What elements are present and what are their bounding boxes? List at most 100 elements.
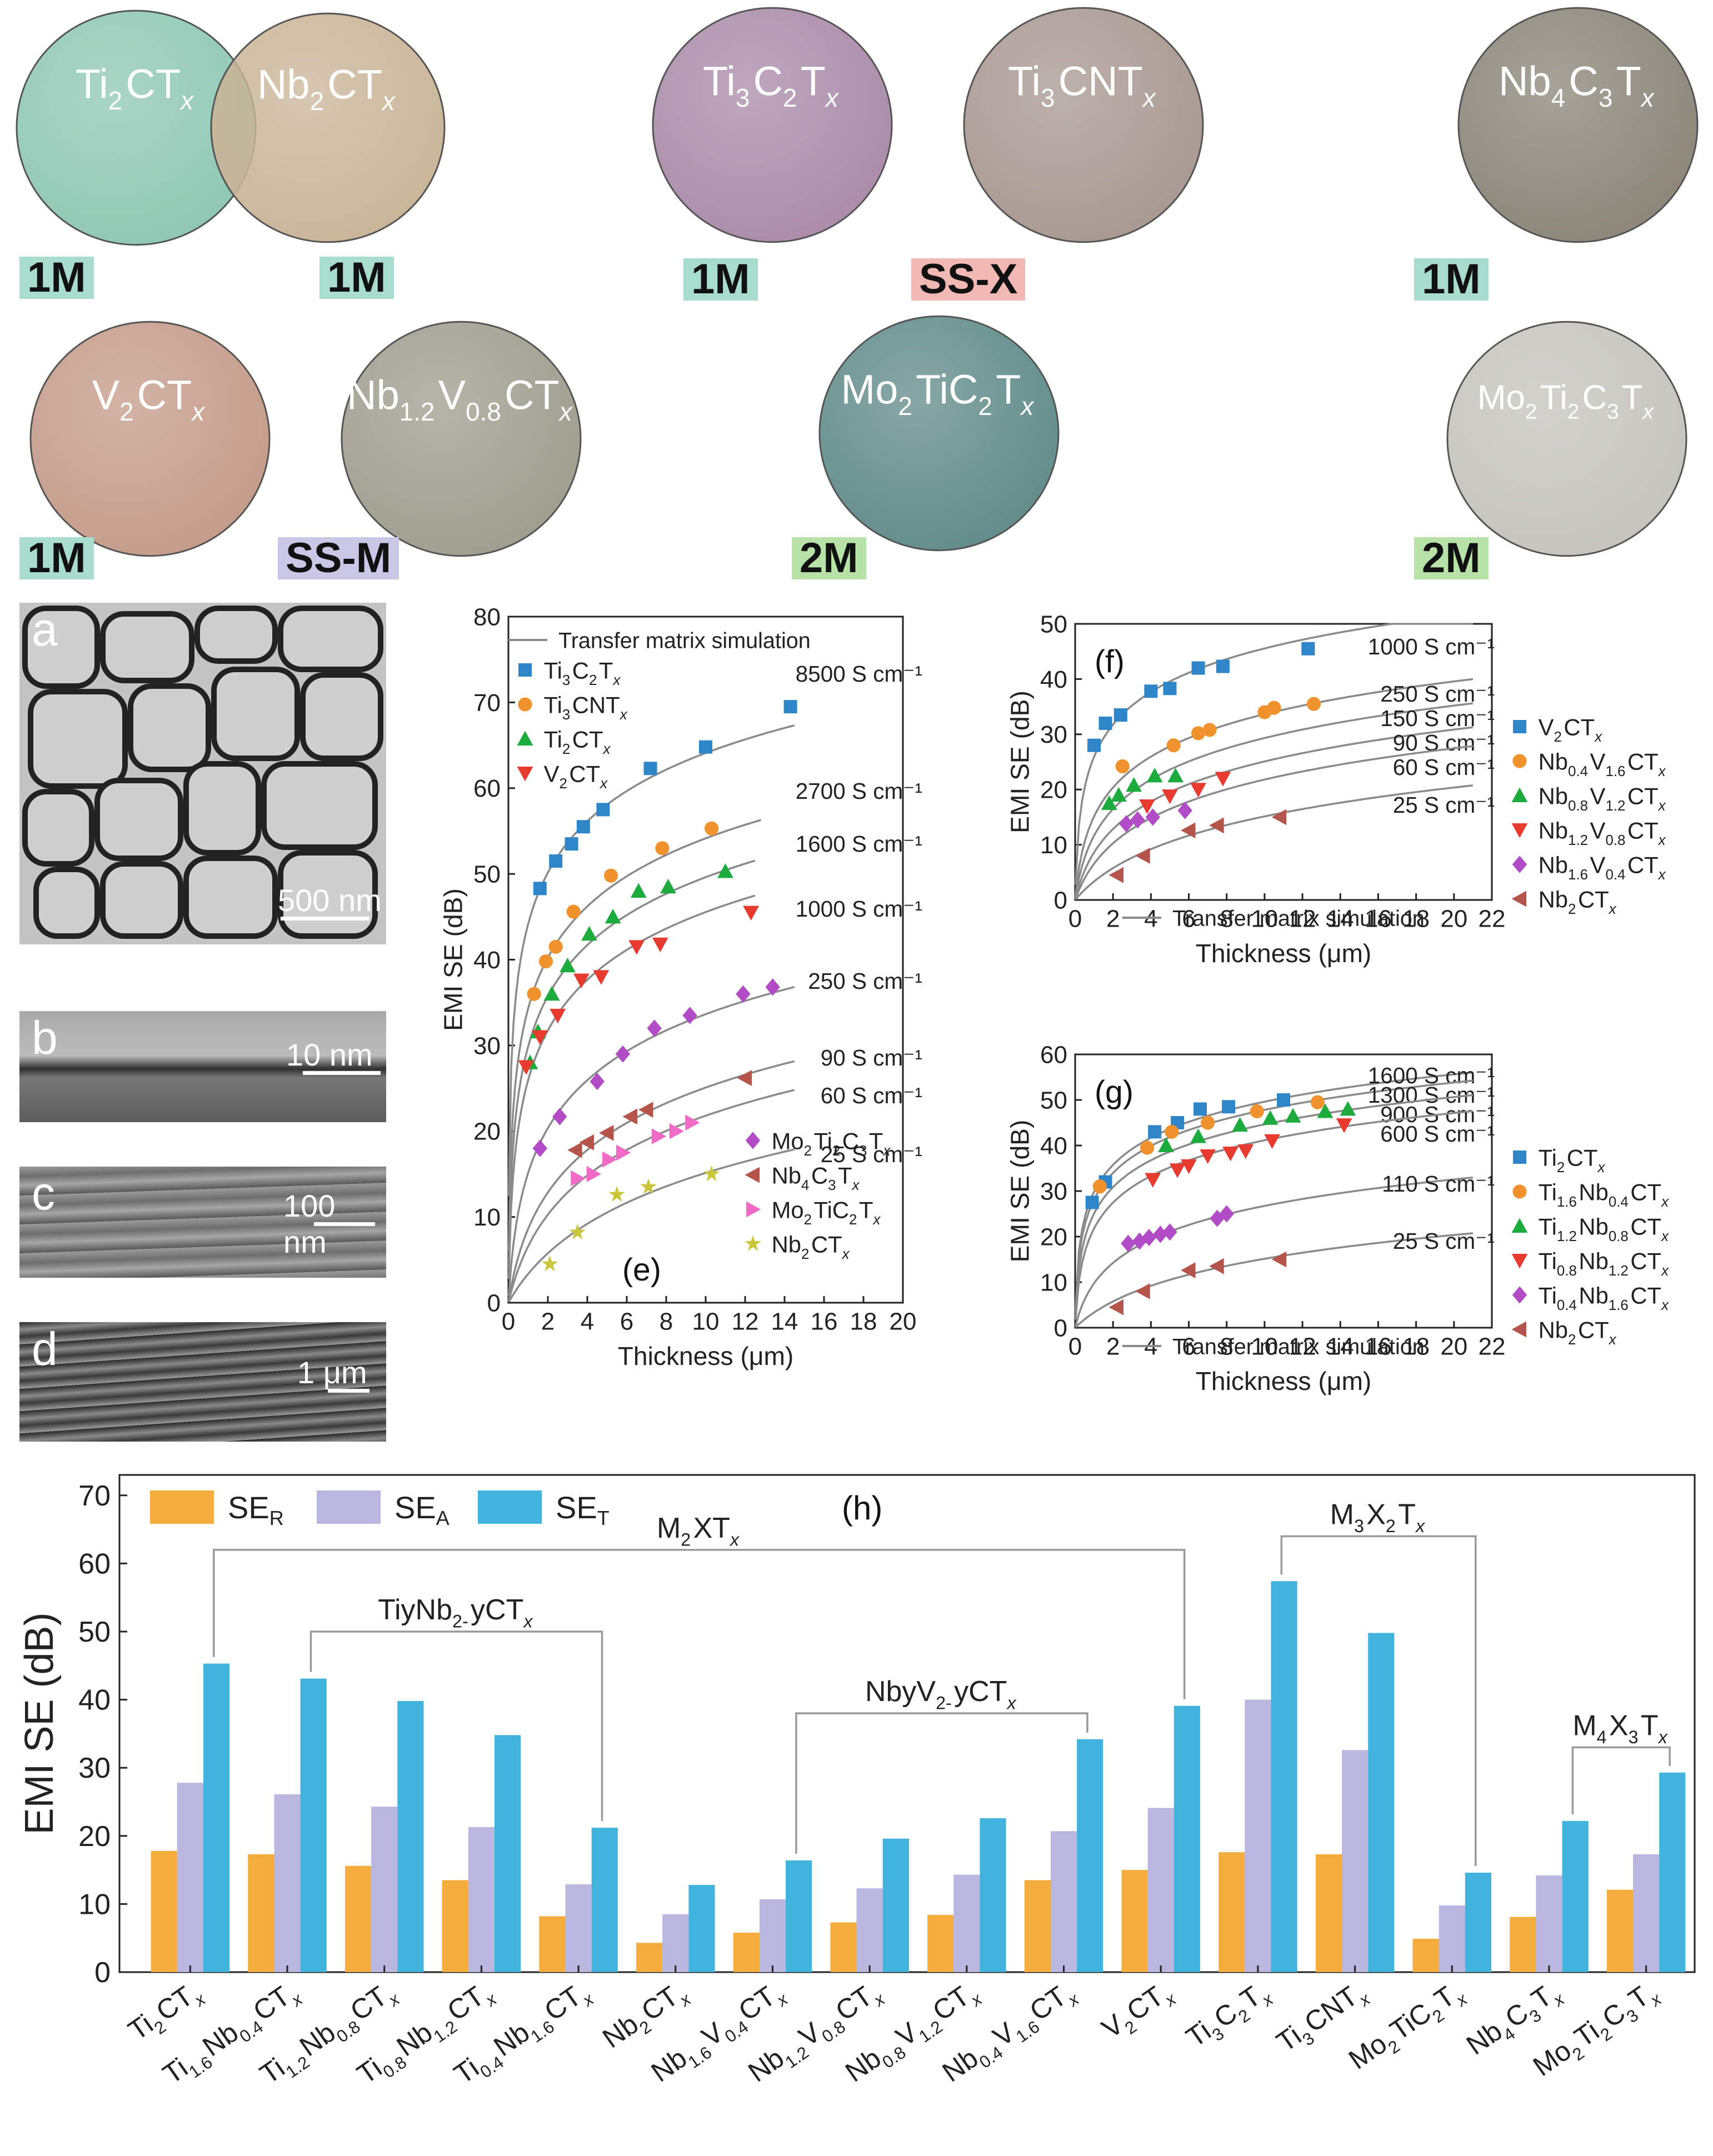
data-point <box>1513 720 1526 733</box>
data-point <box>746 1201 761 1218</box>
film-badge: 1M <box>19 257 94 299</box>
data-point <box>1115 759 1130 774</box>
data-point <box>628 940 645 955</box>
bar <box>882 1838 909 1972</box>
data-point <box>1222 1146 1238 1162</box>
data-point <box>1139 799 1155 814</box>
data-point <box>615 1045 631 1063</box>
x-tick-label: 18 <box>1402 905 1430 932</box>
legend-label: Ti0.4 Nb1.6 CTx <box>1539 1282 1671 1313</box>
x-tick-label: 12 <box>732 1308 759 1335</box>
data-point <box>616 1144 631 1161</box>
bar <box>733 1932 760 1972</box>
bar <box>494 1735 521 1972</box>
category-label: Nb2 CTx <box>597 1974 696 2059</box>
legend-label: Nb2 CTx <box>1539 1317 1619 1348</box>
legend-label: Mo2 Ti2 C3 Tx <box>772 1128 892 1159</box>
bar <box>203 1663 230 1972</box>
curve-label: 250 S cm⁻¹ <box>1380 681 1495 707</box>
data-point <box>1101 795 1117 811</box>
y-axis-label: EMI SE (dB) <box>17 1612 62 1834</box>
bar <box>856 1888 883 1972</box>
curve-label: 25 S cm⁻¹ <box>1393 1228 1495 1254</box>
mesh-cell <box>194 606 278 664</box>
panel-letter: (f) <box>1095 644 1125 679</box>
y-tick-label: 0 <box>94 1957 111 1989</box>
film-badge: 1M <box>1414 258 1489 301</box>
y-tick-label: 40 <box>473 947 501 974</box>
film-badge: SS-M <box>278 537 399 579</box>
film-photo-2: Ti3 C2 Tx <box>652 7 893 243</box>
data-point <box>586 1166 602 1182</box>
data-point <box>1200 1149 1216 1164</box>
data-point <box>1277 1093 1290 1107</box>
x-tick-label: 18 <box>1402 1333 1430 1360</box>
mesh-cell <box>278 850 378 939</box>
bar <box>1368 1633 1395 1972</box>
bar <box>1633 1854 1660 1972</box>
panel-letter: (e) <box>622 1252 661 1288</box>
film-disk <box>29 321 271 557</box>
data-point <box>1202 723 1217 737</box>
curve-label: 110 S cm⁻¹ <box>1382 1171 1495 1197</box>
bar <box>177 1783 203 1972</box>
scale-bar-label: 100 nm <box>283 1188 336 1259</box>
film-label: Mo2 Ti2 C3 Tx <box>1477 378 1656 423</box>
x-tick-label: 8 <box>1220 1333 1233 1360</box>
data-point <box>1511 891 1526 907</box>
simulation-curve <box>507 819 761 1250</box>
bar <box>759 1899 786 1972</box>
film-badge: 1M <box>683 258 758 301</box>
group-bracket <box>795 1712 1088 1854</box>
data-point <box>737 1070 752 1086</box>
data-point <box>517 731 533 746</box>
micrograph-d: d 1 μm <box>19 1322 386 1442</box>
bar <box>1465 1873 1492 1972</box>
data-point <box>1250 1104 1264 1119</box>
x-tick-label: 20 <box>1440 1333 1467 1360</box>
data-point <box>1512 1184 1527 1199</box>
bar <box>1271 1581 1297 1972</box>
y-tick-label: 40 <box>1040 666 1067 693</box>
data-point <box>1271 809 1287 826</box>
film-disk <box>652 7 893 243</box>
data-point <box>579 1134 594 1150</box>
data-point <box>717 863 733 878</box>
data-point <box>1190 783 1206 798</box>
x-tick-label: 10 <box>1251 905 1278 932</box>
chart-e-emi-vs-thickness: 0 2 4 6 8 10 12 14 16 18 2001020304050607080Thickn… <box>438 603 922 1370</box>
film-photo-7: Mo2 TiC2 Tx <box>818 315 1060 552</box>
x-tick-label: 12 <box>1289 905 1316 932</box>
film-disk <box>963 7 1204 243</box>
bar <box>1218 1852 1245 1972</box>
x-tick-label: 0 <box>502 1308 515 1335</box>
data-point <box>1191 726 1206 741</box>
scale-bar <box>281 917 369 921</box>
data-point <box>527 987 541 1001</box>
scale-bar <box>303 1071 381 1075</box>
data-point <box>608 1185 626 1202</box>
data-point <box>1237 1144 1254 1159</box>
mesh-cell <box>183 761 261 856</box>
mesh-cell <box>278 606 383 672</box>
x-tick-label: 8 <box>1220 905 1233 932</box>
data-point <box>703 1165 720 1182</box>
x-axis-label: Thickness (μm) <box>1196 939 1372 968</box>
bar <box>1077 1739 1103 1972</box>
data-point <box>640 1178 657 1194</box>
data-point <box>538 954 553 969</box>
data-point <box>1190 1128 1206 1143</box>
data-point <box>548 939 563 954</box>
data-point <box>604 868 618 883</box>
film-disk <box>1457 7 1699 243</box>
data-point <box>1511 1218 1528 1233</box>
data-point <box>532 1030 548 1045</box>
data-point <box>743 906 760 921</box>
bar <box>980 1818 1006 1972</box>
data-point <box>549 854 563 868</box>
bar <box>786 1860 812 1972</box>
x-tick-label: 10 <box>692 1308 720 1335</box>
x-tick-label: 10 <box>1251 1333 1278 1360</box>
y-tick-label: 70 <box>78 1480 111 1512</box>
